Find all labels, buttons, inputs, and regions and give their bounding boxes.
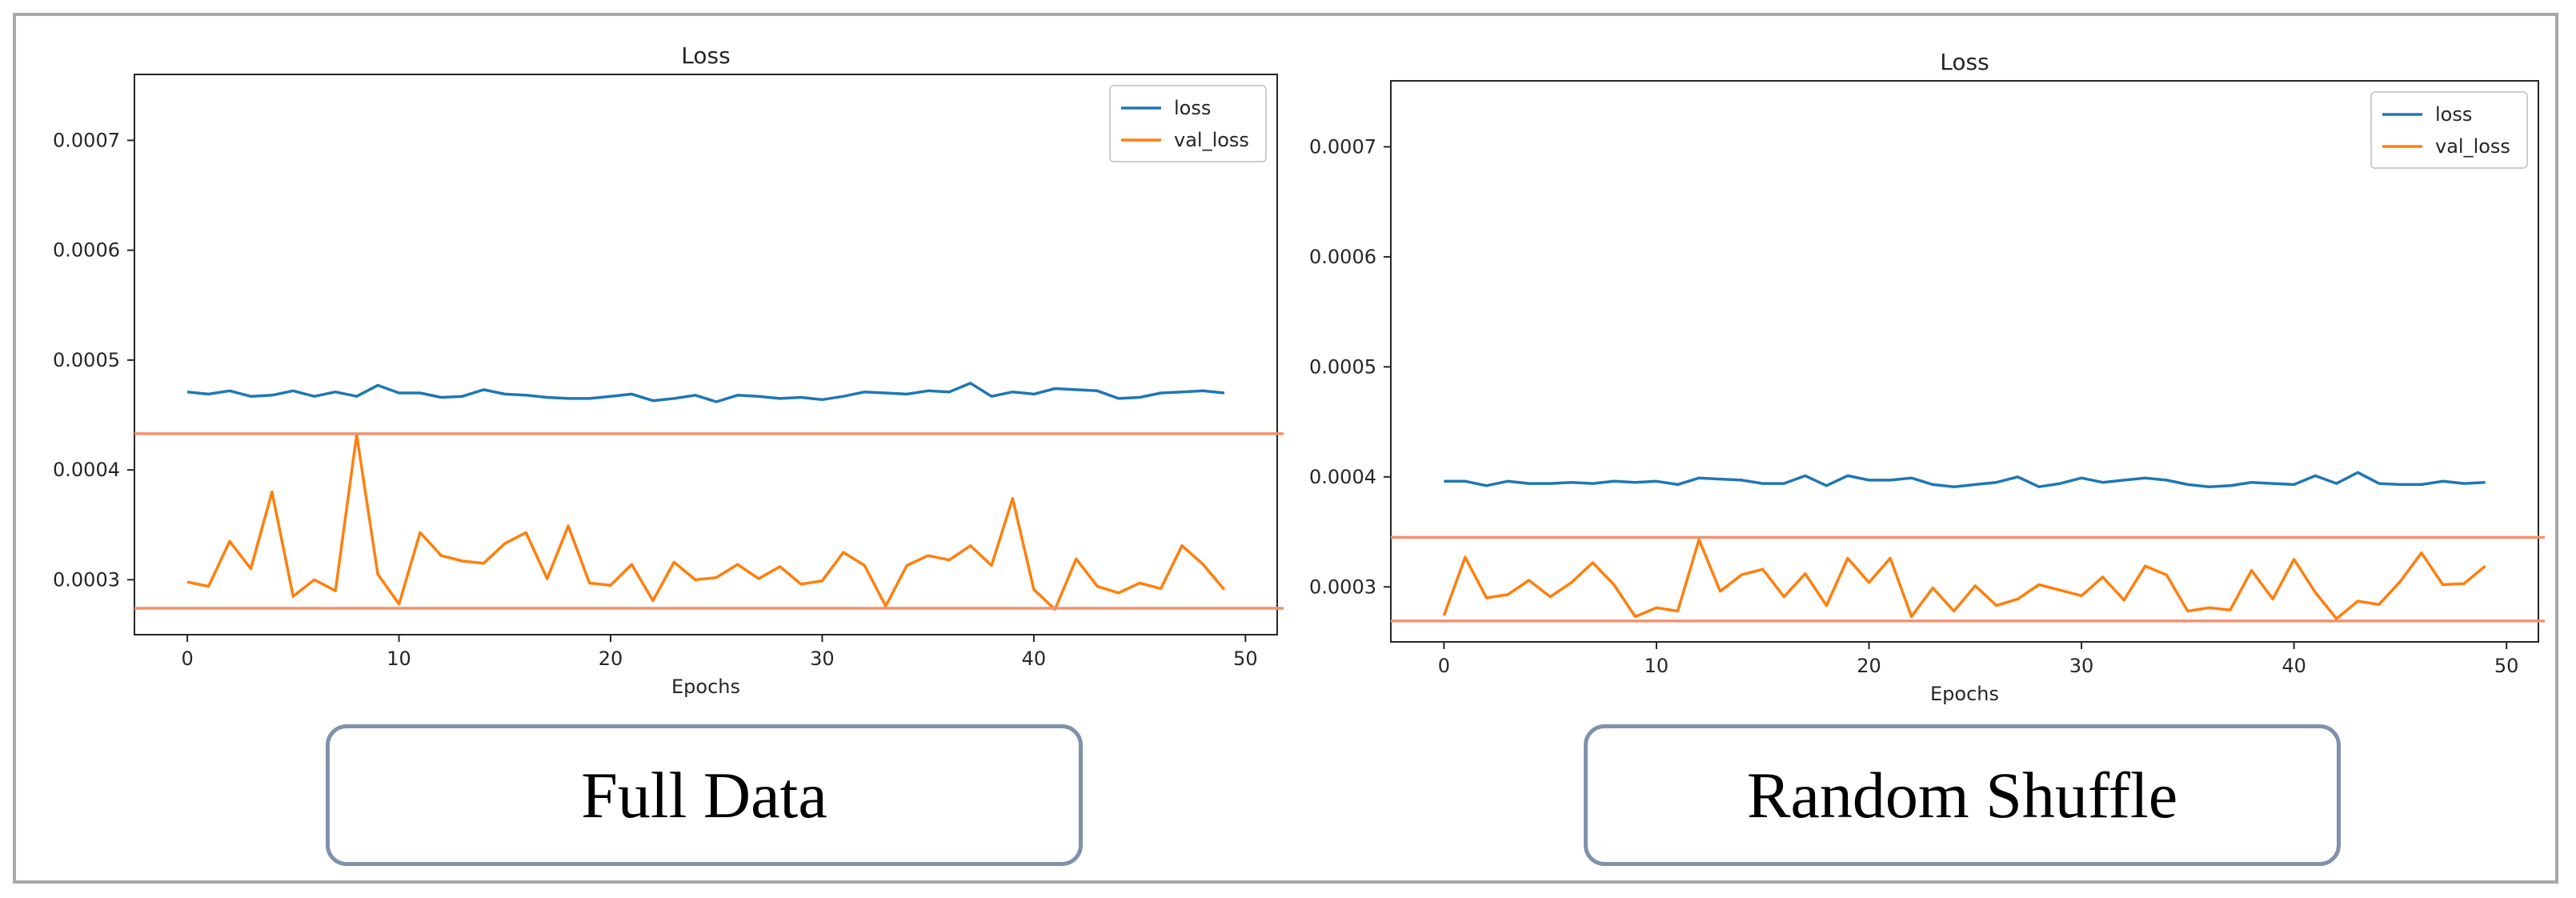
y-tick-label: 0.0006 <box>1309 246 1376 268</box>
x-axis-label: Epochs <box>1930 683 1999 705</box>
x-tick-label: 0 <box>181 647 193 670</box>
legend-label-val_loss: val_loss <box>2435 135 2510 158</box>
x-tick-label: 20 <box>599 647 623 670</box>
legend-label-loss: loss <box>1174 97 1211 119</box>
legend-label-loss: loss <box>2435 103 2472 126</box>
y-tick-label: 0.0005 <box>53 349 120 371</box>
caption-full-data: Full Data <box>326 724 1083 866</box>
y-tick-label: 0.0003 <box>1309 575 1376 598</box>
x-tick-label: 20 <box>1857 655 1881 677</box>
y-tick-label: 0.0003 <box>53 568 120 591</box>
chart-title: Loss <box>681 42 730 69</box>
chart-1: Loss 0.0003 0.0004 0.0005 0.0006 0.0007 0 10 20 3… <box>53 42 1284 698</box>
x-tick-label: 40 <box>2282 655 2306 677</box>
caption-random-shuffle-label: Random Shuffle <box>1746 758 2178 832</box>
x-tick-label: 0 <box>1438 655 1450 677</box>
y-tick-label: 0.0006 <box>53 239 120 262</box>
x-tick-label: 10 <box>387 647 411 670</box>
x-tick-label: 30 <box>2069 655 2094 677</box>
x-tick-label: 50 <box>2494 655 2519 677</box>
chart-2: Loss 0.0003 0.0004 0.0005 0.0006 0.0007 0 10 20 3… <box>1309 49 2545 705</box>
y-tick-label: 0.0007 <box>53 129 120 151</box>
plot-area <box>134 74 1278 635</box>
caption-random-shuffle: Random Shuffle <box>1584 724 2341 866</box>
legend-box <box>1109 85 1267 162</box>
x-tick-label: 10 <box>1645 655 1669 677</box>
y-tick-label: 0.0007 <box>1309 135 1376 158</box>
y-tick-label: 0.0005 <box>1309 355 1376 378</box>
series-line-val_loss <box>186 433 1226 611</box>
series-line-val_loss <box>1442 538 2486 620</box>
plot-area <box>1390 80 2539 643</box>
legend-box <box>2370 91 2528 169</box>
x-tick-label: 40 <box>1022 647 1047 670</box>
chart-title: Loss <box>1940 49 1989 75</box>
series-line-loss <box>1444 471 2486 488</box>
x-tick-label: 30 <box>810 647 835 670</box>
legend-label-val_loss: val_loss <box>1174 129 1249 151</box>
y-tick-label: 0.0004 <box>53 459 120 481</box>
caption-full-data-label: Full Data <box>581 758 827 832</box>
y-tick-label: 0.0004 <box>1309 466 1376 488</box>
series-line-loss <box>186 381 1225 403</box>
x-axis-label: Epochs <box>671 676 740 698</box>
x-tick-label: 50 <box>1233 647 1258 670</box>
